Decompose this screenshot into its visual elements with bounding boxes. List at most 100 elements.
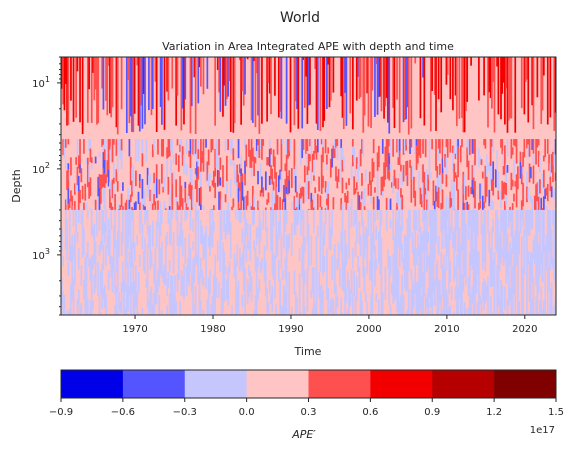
heatmap-cell <box>194 249 197 266</box>
heatmap-cell <box>219 157 222 170</box>
heatmap-cell <box>550 154 553 173</box>
heatmap-cell <box>448 306 450 315</box>
heatmap-cell <box>283 209 285 229</box>
heatmap-cell <box>151 57 154 110</box>
heatmap-cell <box>277 221 280 240</box>
heatmap-cell <box>549 209 552 234</box>
heatmap-cell <box>344 193 346 203</box>
heatmap-cell <box>293 225 296 236</box>
heatmap-cell <box>522 166 524 175</box>
heatmap-cell <box>268 279 271 294</box>
heatmap-cell <box>424 187 427 195</box>
heatmap-cell <box>219 249 222 272</box>
heatmap-cell <box>315 304 318 315</box>
heatmap-cell <box>481 224 484 246</box>
heatmap-cell <box>274 267 276 286</box>
heatmap-cell <box>520 299 523 315</box>
heatmap-cell <box>73 254 76 274</box>
heatmap-cell <box>445 248 448 271</box>
heatmap-cell <box>514 57 517 133</box>
heatmap-cell <box>410 289 413 315</box>
heatmap-cell <box>124 244 127 256</box>
heatmap-cell <box>348 279 350 295</box>
x-tick-label: 2010 <box>434 324 459 335</box>
heatmap-cell <box>322 57 324 128</box>
heatmap-cell <box>520 236 523 250</box>
heatmap-cell <box>223 57 226 86</box>
heatmap-cell <box>114 305 116 315</box>
heatmap-cell <box>238 208 241 210</box>
heatmap-cell <box>85 307 88 315</box>
heatmap-cell <box>142 57 145 95</box>
heatmap-cell <box>335 139 337 148</box>
heatmap-cell <box>428 253 431 272</box>
heatmap-cell <box>400 197 402 210</box>
heatmap-cell <box>240 209 242 223</box>
heatmap-cell <box>237 292 240 314</box>
heatmap-cell <box>157 209 159 228</box>
heatmap-cell <box>500 139 502 148</box>
heatmap-cell <box>116 160 119 173</box>
heatmap-cell <box>120 291 123 314</box>
heatmap-cell <box>242 196 245 210</box>
heatmap-cell <box>284 308 287 315</box>
heatmap-cell <box>463 234 466 261</box>
heatmap-cell <box>492 161 495 180</box>
heatmap-cell <box>398 151 401 166</box>
heatmap-cell <box>180 139 183 159</box>
heatmap-cell <box>341 146 344 160</box>
heatmap-cell <box>332 197 335 210</box>
heatmap-cell <box>527 209 530 236</box>
heatmap-cell <box>419 139 422 159</box>
heatmap-cell <box>414 261 417 278</box>
heatmap-cell <box>176 201 179 210</box>
heatmap-cell <box>493 265 496 291</box>
heatmap-cell <box>427 311 430 315</box>
heatmap-cell <box>483 288 485 311</box>
heatmap-cell <box>158 222 161 239</box>
heatmap-cell <box>497 231 500 254</box>
heatmap-cell <box>361 209 363 227</box>
heatmap-cell <box>90 297 93 315</box>
heatmap-cell <box>342 57 345 130</box>
heatmap-cell <box>257 57 259 116</box>
heatmap-cell <box>437 311 440 315</box>
heatmap-cell <box>219 233 222 250</box>
heatmap-cell <box>101 264 103 283</box>
heatmap-cell <box>129 156 132 172</box>
heatmap-cell <box>220 198 223 210</box>
heatmap-cell <box>202 276 205 287</box>
heatmap-cell <box>203 232 206 258</box>
heatmap-cell <box>192 311 194 315</box>
x-axis-ticks: 1970 1980 1990 2000 2010 2020 <box>122 315 538 335</box>
heatmap-cell <box>306 175 309 195</box>
heatmap-cell <box>432 229 435 247</box>
heatmap-cell <box>541 272 544 283</box>
heatmap-cell <box>475 228 478 253</box>
heatmap-cell <box>102 287 105 299</box>
heatmap-cell <box>110 180 113 197</box>
heatmap-cell <box>98 187 101 198</box>
heatmap-cell <box>491 139 493 147</box>
heatmap-cell <box>541 309 544 315</box>
heatmap-cell <box>398 240 401 268</box>
heatmap-cell <box>413 209 415 231</box>
heatmap-cell <box>326 248 328 275</box>
heatmap-cell <box>371 232 374 243</box>
heatmap-cell <box>310 289 313 299</box>
heatmap-cell <box>550 229 553 240</box>
heatmap-cell <box>138 202 141 210</box>
heatmap-cell <box>313 200 315 208</box>
heatmap-cell <box>510 144 513 159</box>
heatmap-cell <box>207 173 210 187</box>
heatmap-cell <box>148 225 150 248</box>
heatmap-cell <box>540 252 543 266</box>
heatmap-cell <box>296 191 298 198</box>
heatmap-cell <box>509 209 511 222</box>
heatmap-cell <box>336 296 339 308</box>
heatmap-cell <box>439 280 441 303</box>
heatmap-cell <box>192 258 194 269</box>
heatmap-cell <box>167 272 170 289</box>
heatmap-cell <box>418 170 420 191</box>
heatmap-cell <box>449 191 452 209</box>
